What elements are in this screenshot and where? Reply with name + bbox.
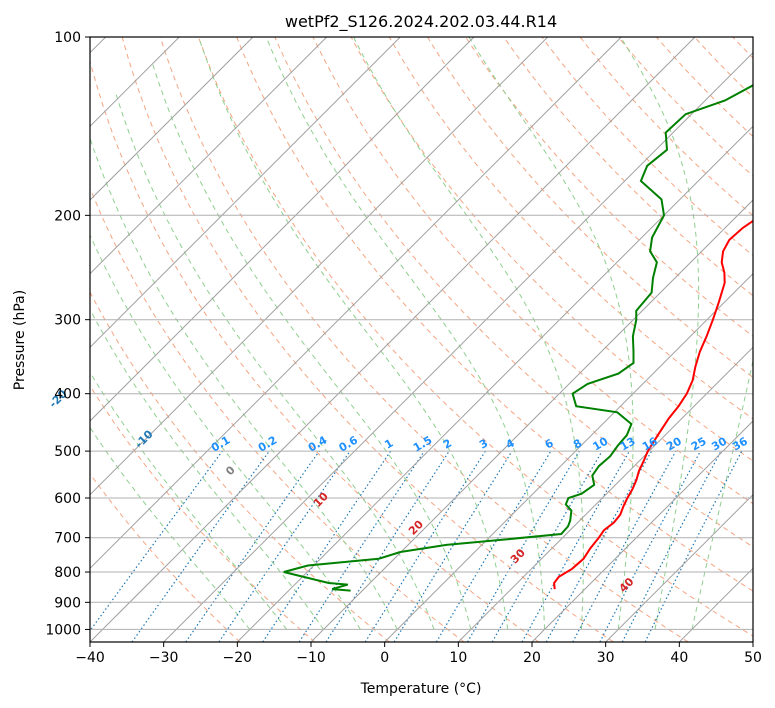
isotherm	[163, 51, 753, 642]
y-tick-label: 500	[54, 444, 81, 460]
temperature-profile	[553, 219, 753, 590]
isotherm	[531, 420, 753, 642]
moist-adiabat	[198, 37, 509, 630]
moist-adiabat	[90, 136, 398, 630]
plot-frame	[89, 36, 754, 643]
dry-adiabat	[90, 59, 540, 642]
y-tick-label: 100	[54, 30, 81, 46]
y-tick-label: 800	[54, 565, 81, 581]
mixing-ratio-line	[545, 450, 653, 642]
dry-adiabat	[312, 37, 753, 505]
dry-adiabat	[465, 37, 753, 338]
x-tick-label: 0	[380, 650, 389, 666]
y-tick-label: 200	[54, 208, 81, 224]
dry-adiabat	[503, 37, 753, 297]
moist-adiabat	[691, 358, 753, 630]
moist-adiabat	[620, 37, 700, 630]
x-tick-label: 10	[449, 650, 467, 666]
mixing-ratio-line	[572, 450, 677, 642]
x-tick-label: 50	[744, 650, 762, 666]
isotherm	[90, 37, 475, 422]
x-tick-label: 20	[523, 650, 541, 666]
y-tick-label: 700	[54, 531, 81, 547]
isotherm	[90, 37, 549, 496]
dry-adiabat	[388, 37, 753, 420]
dry-adiabat	[617, 37, 753, 177]
mixing-ratio-line	[90, 450, 223, 632]
moist-adiabat	[265, 37, 546, 630]
dry-adiabat	[274, 37, 753, 548]
moist-adiabat	[115, 94, 435, 630]
isotherm	[605, 493, 753, 642]
dry-adiabat	[426, 37, 753, 378]
x-tick-label: −30	[149, 650, 179, 666]
isotherm	[90, 37, 328, 275]
dry-adiabat	[90, 384, 316, 642]
isotherm	[310, 199, 753, 642]
x-axis: −40 −30 −20 −10 0 10 20 30 40 50	[75, 642, 762, 666]
moist-adiabat	[90, 371, 288, 630]
dry-adiabat	[236, 37, 753, 592]
moist-adiabat	[90, 426, 251, 630]
moist-adiabat	[468, 37, 634, 630]
mixing-ratio-line	[521, 450, 631, 642]
mixing-ratio-line	[218, 450, 351, 642]
isotherm	[90, 37, 254, 201]
x-tick-label: 40	[670, 650, 688, 666]
y-tick-label: 1000	[45, 622, 81, 638]
y-tick-label: 300	[54, 313, 81, 329]
moist-adiabat	[151, 61, 472, 630]
isotherm	[236, 125, 753, 642]
isotherm	[90, 37, 401, 349]
dry-adiabat	[90, 186, 465, 642]
y-tick-label: 600	[54, 491, 81, 507]
mixing-ratio-line	[393, 450, 513, 642]
isotherm	[90, 37, 696, 642]
moist-adiabat	[90, 308, 324, 630]
x-tick-label: −10	[296, 650, 326, 666]
dry-adiabat	[579, 37, 753, 217]
mixing-ratio-line	[325, 450, 450, 642]
series-lines	[283, 84, 753, 592]
background-lines	[90, 37, 753, 642]
y-tick-label: 400	[54, 387, 81, 403]
mixing-ratio-line	[644, 450, 743, 642]
mixing-ratio-line	[131, 450, 270, 642]
dry-adiabat	[198, 37, 753, 637]
mixing-ratio-line	[298, 450, 425, 642]
dry-adiabat	[350, 37, 753, 462]
dry-adiabat	[121, 37, 614, 642]
x-axis-title: Temperature (°C)	[360, 681, 482, 697]
y-tick-label: 900	[54, 595, 81, 611]
chart-title: wetPf2_S126.2024.202.03.44.R14	[285, 12, 557, 32]
moist-adiabat	[353, 37, 584, 630]
grid-lines	[90, 37, 753, 642]
x-tick-label: −20	[223, 650, 253, 666]
dry-adiabat	[541, 37, 753, 257]
mixing-ratio-line	[262, 450, 392, 642]
y-axis: 100 200 300 400 500 600 700 800 900 1000	[45, 30, 90, 638]
isotherm	[457, 346, 753, 642]
dewpoint-profile	[283, 84, 753, 592]
isotherm	[90, 37, 622, 570]
mixing-ratio-line	[185, 450, 320, 642]
x-tick-label: −40	[75, 650, 105, 666]
x-tick-label: 30	[597, 650, 615, 666]
y-axis-title: Pressure (hPa)	[12, 290, 28, 390]
